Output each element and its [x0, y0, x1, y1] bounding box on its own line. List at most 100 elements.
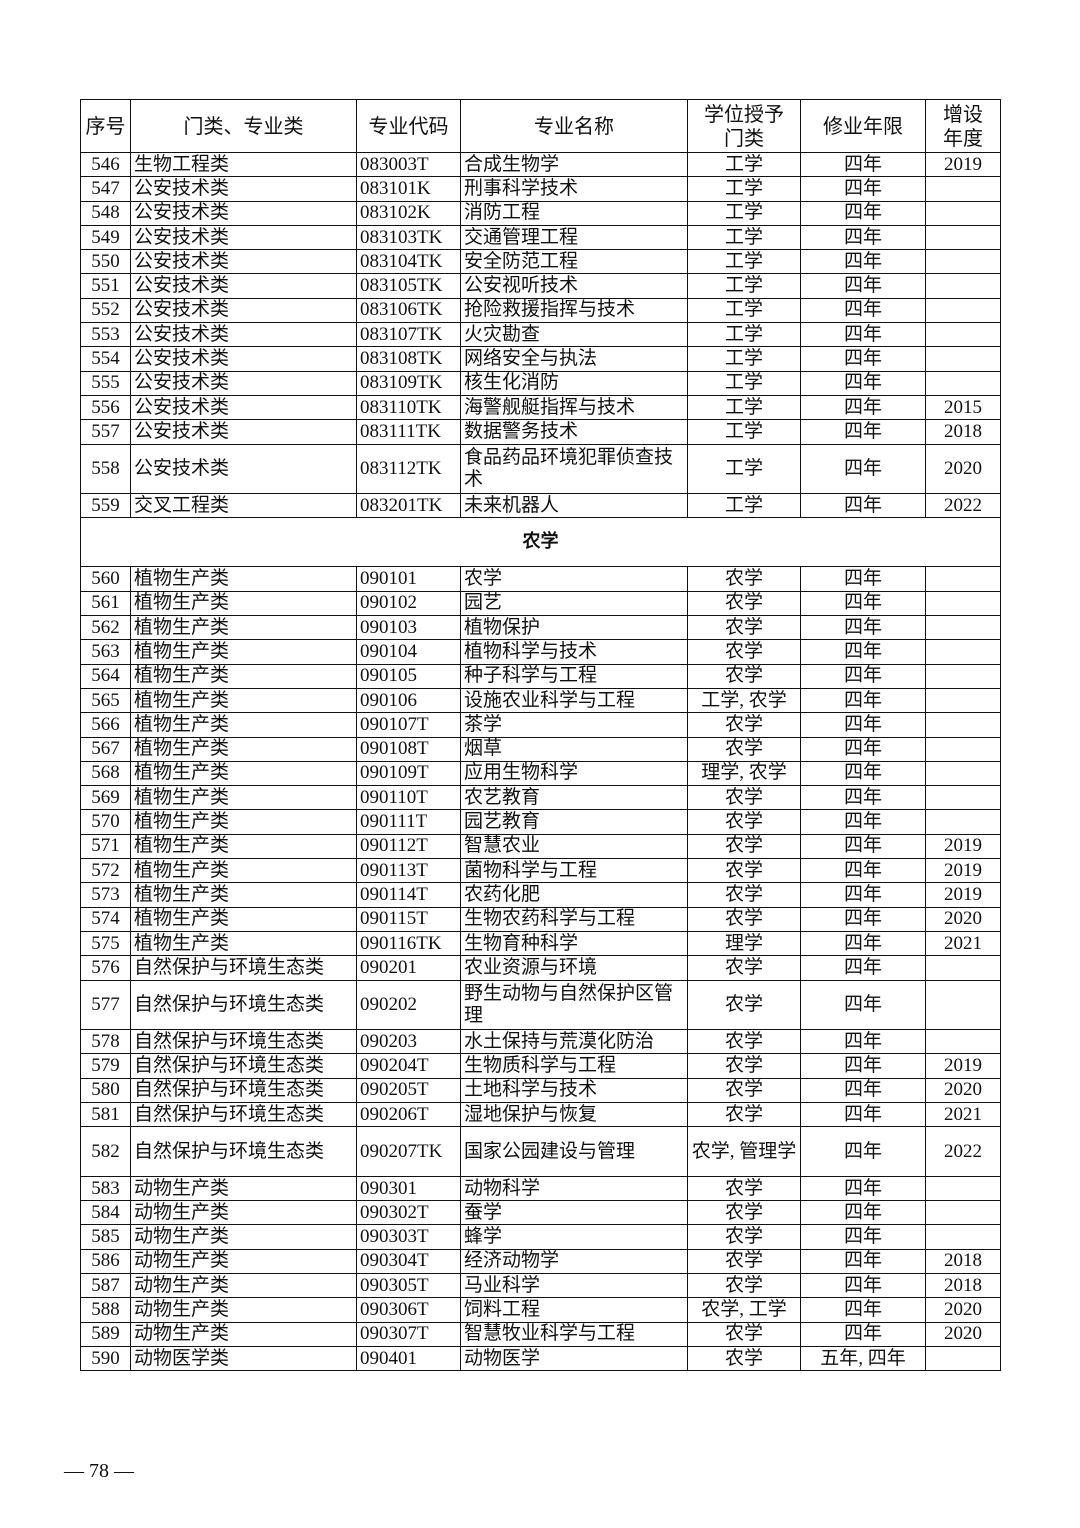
cell-degree: 工学	[687, 443, 801, 495]
cell-category: 植物生产类	[130, 858, 357, 884]
cell-no: 589	[80, 1321, 131, 1347]
cell-category: 植物生产类	[130, 736, 357, 762]
cell-year-added: 2022	[925, 493, 1001, 519]
cell-years: 四年	[800, 979, 926, 1031]
cell-name: 蜂学	[460, 1224, 688, 1250]
cell-code: 090301	[356, 1175, 461, 1202]
cell-name: 设施农业科学与工程	[460, 687, 688, 714]
cell-name: 交通管理工程	[460, 224, 688, 251]
cell-code: 083109TK	[356, 370, 461, 396]
cell-category: 自然保护与环境生态类	[130, 1029, 357, 1055]
cell-years: 四年	[800, 760, 926, 787]
cell-code: 090207TK	[356, 1126, 461, 1177]
header-code: 专业代码	[356, 99, 461, 153]
cell-code: 090206T	[356, 1101, 461, 1128]
cell-year-added: 2019	[925, 882, 1001, 908]
cell-degree: 农学	[687, 1273, 801, 1299]
cell-degree: 工学	[687, 224, 801, 251]
cell-name: 动物科学	[460, 1175, 688, 1202]
cell-name: 应用生物科学	[460, 760, 688, 787]
cell-category: 公安技术类	[130, 443, 357, 495]
cell-degree: 农学	[687, 566, 801, 592]
cell-no: 582	[80, 1126, 131, 1177]
table-row: 590 动物医学类 090401 动物医学 农学 五年, 四年	[80, 1345, 1001, 1372]
header-name: 专业名称	[460, 99, 688, 153]
cell-no: 568	[80, 760, 131, 787]
cell-year-added: 2019	[925, 833, 1001, 860]
cell-years: 四年	[800, 882, 926, 908]
cell-name: 蚕学	[460, 1200, 688, 1226]
cell-code: 090114T	[356, 882, 461, 908]
cell-code: 090111T	[356, 809, 461, 835]
table-row: 567 植物生产类 090108T 烟草 农学 四年	[80, 736, 1001, 762]
cell-code: 090203	[356, 1029, 461, 1055]
cell-name: 植物保护	[460, 615, 688, 641]
cell-no: 561	[80, 590, 131, 617]
table-row: 546 生物工程类 083003T 合成生物学 工学 四年 2019	[80, 151, 1001, 178]
table-row: 560 植物生产类 090101 农学 农学 四年	[80, 566, 1001, 592]
cell-name: 火灾勘查	[460, 322, 688, 348]
cell-years: 四年	[800, 615, 926, 641]
table-row: 554 公安技术类 083108TK 网络安全与执法 工学 四年	[80, 346, 1001, 372]
cell-years: 四年	[800, 1224, 926, 1250]
cell-category: 植物生产类	[130, 590, 357, 617]
cell-years: 五年, 四年	[800, 1345, 926, 1372]
table-row: 585 动物生产类 090303T 蜂学 农学 四年	[80, 1224, 1001, 1250]
cell-degree: 工学	[687, 176, 801, 202]
cell-category: 动物生产类	[130, 1248, 357, 1275]
cell-year-added: 2019	[925, 1053, 1001, 1079]
cell-category: 动物生产类	[130, 1200, 357, 1226]
cell-category: 动物生产类	[130, 1273, 357, 1299]
cell-code: 083106TK	[356, 297, 461, 324]
cell-code: 090112T	[356, 833, 461, 860]
table-row: 578 自然保护与环境生态类 090203 水土保持与荒漠化防治 农学 四年	[80, 1029, 1001, 1055]
table-row: 548 公安技术类 083102K 消防工程 工学 四年	[80, 200, 1001, 226]
cell-years: 四年	[800, 712, 926, 738]
cell-years: 四年	[800, 1175, 926, 1202]
cell-category: 公安技术类	[130, 370, 357, 396]
cell-degree: 工学	[687, 200, 801, 226]
cell-category: 动物生产类	[130, 1321, 357, 1347]
cell-name: 安全防范工程	[460, 249, 688, 275]
cell-category: 公安技术类	[130, 176, 357, 202]
cell-name: 野生动物与自然保护区管理	[460, 979, 688, 1031]
cell-name: 土地科学与技术	[460, 1077, 688, 1103]
cell-category: 动物生产类	[130, 1297, 357, 1323]
cell-year-added	[925, 736, 1001, 762]
table-body-agriculture: 560 植物生产类 090101 农学 农学 四年 561 植物生产类 090102 园艺 农学 四年…	[80, 566, 1001, 1372]
cell-code: 083104TK	[356, 249, 461, 275]
cell-no: 571	[80, 833, 131, 860]
cell-years: 四年	[800, 955, 926, 981]
cell-code: 090103	[356, 615, 461, 641]
cell-year-added: 2022	[925, 1126, 1001, 1177]
cell-degree: 农学	[687, 1224, 801, 1250]
cell-category: 植物生产类	[130, 663, 357, 689]
cell-name: 园艺教育	[460, 809, 688, 835]
cell-year-added: 2021	[925, 930, 1001, 957]
cell-year-added	[925, 712, 1001, 738]
cell-code: 090108T	[356, 736, 461, 762]
cell-year-added	[925, 1029, 1001, 1055]
cell-name: 农业资源与环境	[460, 955, 688, 981]
cell-degree: 农学	[687, 615, 801, 641]
cell-no: 583	[80, 1175, 131, 1202]
cell-code: 083101K	[356, 176, 461, 202]
cell-category: 生物工程类	[130, 151, 357, 178]
cell-years: 四年	[800, 273, 926, 299]
cell-degree: 农学	[687, 785, 801, 811]
cell-degree: 工学	[687, 493, 801, 519]
header-years: 修业年限	[800, 99, 926, 153]
cell-category: 公安技术类	[130, 249, 357, 275]
cell-years: 四年	[800, 833, 926, 860]
cell-name: 国家公园建设与管理	[460, 1126, 688, 1177]
cell-degree: 农学	[687, 1175, 801, 1202]
cell-degree: 工学	[687, 346, 801, 372]
cell-degree: 理学, 农学	[687, 760, 801, 787]
cell-degree: 农学	[687, 1053, 801, 1079]
cell-category: 公安技术类	[130, 346, 357, 372]
cell-code: 090101	[356, 566, 461, 592]
cell-year-added	[925, 1224, 1001, 1250]
cell-name: 植物科学与技术	[460, 639, 688, 665]
cell-code: 083201TK	[356, 493, 461, 519]
cell-year-added	[925, 979, 1001, 1031]
